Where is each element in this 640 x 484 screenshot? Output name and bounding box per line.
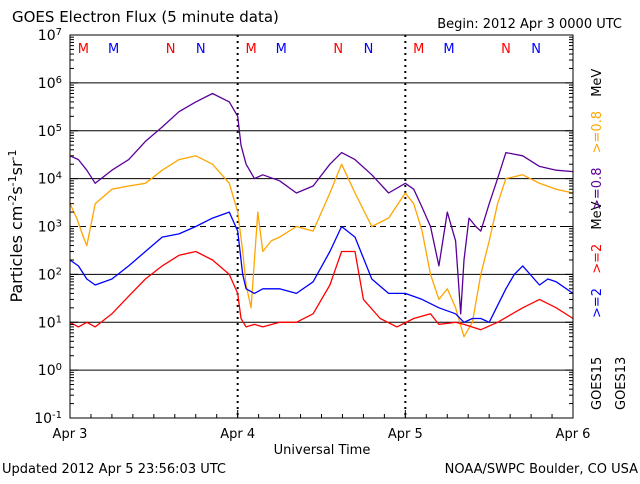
x-axis-label: Universal Time [274, 443, 371, 458]
y-tick-label: 104 [38, 170, 62, 188]
marker-m: M [413, 42, 424, 57]
y-axis-label: Particles cm-2s-1sr-1 [6, 149, 27, 302]
marker-n: N [501, 42, 511, 57]
credit-text: NOAA/SWPC Boulder, CO USA [445, 462, 638, 477]
chart-title: GOES Electron Flux (5 minute data) [12, 8, 279, 26]
marker-n: N [333, 42, 343, 57]
legend-high-goes13: >=2 [590, 244, 605, 274]
gridlines [70, 82, 573, 371]
marker-m: M [245, 42, 256, 57]
begin-time: Begin: 2012 Apr 3 0000 UTC [437, 17, 622, 32]
legend-satellite-goes13: GOES13 [614, 357, 629, 410]
day-separators [236, 35, 407, 418]
legend-high-unit: MeV [590, 201, 605, 229]
legend-low-unit: MeV [590, 69, 605, 97]
x-tick-label: Apr 3 [53, 427, 88, 442]
series-line-3 [69, 211, 574, 323]
x-tick-label: Apr 4 [220, 427, 255, 442]
y-tick-label: 102 [38, 266, 62, 284]
legend-low-goes13: >=0.8 [590, 111, 605, 153]
y-tick-label: 107 [38, 27, 62, 45]
x-tick-label: Apr 6 [556, 427, 591, 442]
data-series [69, 92, 574, 338]
legend: >=2 >=2 MeV >=0.8 >=0.8 MeV GOES15 GOES1… [590, 69, 629, 410]
series-line-1 [69, 92, 574, 315]
legend-channel-high: >=2 >=2 MeV [590, 201, 605, 318]
series-line-2 [69, 155, 574, 338]
y-tick-label: 10-1 [34, 410, 62, 428]
x-axis-ticks: Apr 3 Apr 4 Apr 5 Apr 6 [53, 410, 591, 442]
marker-n: N [196, 42, 206, 57]
marker-m: M [108, 42, 119, 57]
x-tick-label: Apr 5 [388, 427, 423, 442]
y-tick-label: 105 [38, 122, 62, 140]
y-axis-ticks: 10-1 100 101 102 103 104 105 106 107 [34, 27, 573, 428]
legend-channel-low: >=0.8 >=0.8 MeV [590, 69, 605, 210]
marker-m: M [78, 42, 89, 57]
series-line-4 [69, 250, 574, 331]
y-tick-label: 103 [38, 218, 62, 236]
marker-n: N [364, 42, 374, 57]
marker-m: M [443, 42, 454, 57]
marker-m: M [276, 42, 287, 57]
y-tick-label: 106 [38, 74, 62, 92]
y-tick-label: 100 [38, 362, 62, 380]
marker-n: N [166, 42, 176, 57]
legend-low-goes15: >=0.8 [590, 168, 605, 210]
legend-high-goes15: >=2 [590, 288, 605, 318]
legend-satellite-goes15: GOES15 [590, 357, 605, 410]
marker-n: N [531, 42, 541, 57]
updated-time: Updated 2012 Apr 5 23:56:03 UTC [2, 462, 226, 477]
y-tick-label: 101 [38, 314, 62, 332]
